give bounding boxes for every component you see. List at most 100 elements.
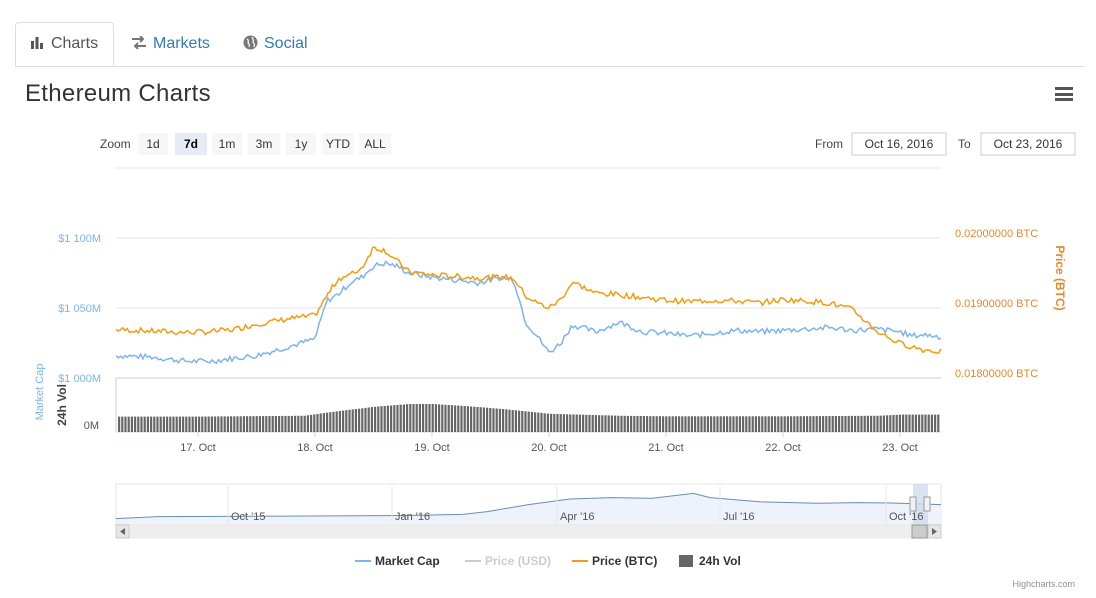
volume-bar (665, 416, 668, 432)
volume-bar (566, 414, 569, 432)
volume-bar (633, 415, 636, 432)
volume-bar (620, 415, 623, 432)
x-tick-label: 17. Oct (180, 442, 215, 454)
volume-bar (742, 416, 745, 432)
legend-item-market-cap[interactable]: Market Cap (355, 554, 440, 568)
volume-bar (930, 414, 933, 432)
volume-bar (137, 416, 140, 432)
range-button-1m[interactable]: 1m (212, 133, 242, 155)
volume-bar (178, 416, 181, 432)
volume-bar (486, 407, 489, 432)
legend-item-24h-vol[interactable]: 24h Vol (679, 554, 741, 568)
volume-bar (457, 405, 460, 432)
volume-bar (377, 406, 380, 432)
range-button-label: 1m (219, 137, 236, 151)
range-button-ytd[interactable]: YTD (322, 133, 354, 155)
volume-bar (838, 416, 841, 432)
volume-bar (412, 404, 415, 432)
range-button-1d[interactable]: 1d (138, 133, 168, 155)
volume-bar (658, 416, 661, 432)
x-tick-label: 22. Oct (765, 442, 800, 454)
volume-bar (226, 416, 229, 432)
volume-bar (591, 415, 594, 432)
volume-bar (886, 415, 889, 432)
volume-bar (850, 415, 853, 432)
legend-label: Price (BTC) (592, 554, 657, 568)
volume-bar (230, 416, 233, 432)
volume-bar (124, 416, 127, 432)
exchange-arrows-icon (131, 35, 147, 52)
tab-markets[interactable]: Markets (131, 22, 210, 66)
volume-bar (914, 414, 917, 432)
volume-bar (748, 416, 751, 432)
volume-bar (719, 416, 722, 432)
volume-bar (662, 416, 665, 432)
navigator-tick-label: Jul '16 (723, 511, 754, 523)
volume-bar (598, 415, 601, 432)
range-button-7d[interactable]: 7d (175, 133, 207, 155)
volume-bar (146, 416, 149, 432)
to-date-input[interactable]: Oct 23, 2016 (980, 132, 1076, 156)
volume-bar (194, 416, 197, 432)
navigator-selection[interactable] (913, 484, 928, 524)
volume-bar (271, 416, 274, 432)
scrollbar[interactable] (115, 524, 942, 539)
volume-bar (425, 404, 428, 432)
volume-bar (278, 416, 281, 432)
range-button-3m[interactable]: 3m (248, 133, 280, 155)
volume-bar (553, 413, 556, 432)
volume-bar (751, 416, 754, 432)
volume-bar (585, 414, 588, 432)
x-tick-label: 21. Oct (648, 442, 683, 454)
range-button-1y[interactable]: 1y (286, 133, 316, 155)
volume-bar (918, 414, 921, 432)
legend-item-price-btc[interactable]: Price (BTC) (572, 554, 657, 568)
volume-bar (556, 414, 559, 432)
volume-bar (543, 413, 546, 432)
volume-bar (399, 404, 402, 432)
credits-link[interactable]: Highcharts.com (1012, 579, 1075, 589)
volume-bar (540, 412, 543, 432)
volume-bar (140, 416, 143, 432)
scroll-thumb[interactable] (911, 524, 928, 539)
range-button-label: YTD (326, 137, 350, 151)
volume-bar (905, 414, 908, 432)
y-axis-right-title: Price (BTC) (1053, 245, 1067, 310)
legend-label: Market Cap (375, 554, 440, 568)
volume-bar (546, 413, 549, 432)
price-btc-line (115, 246, 942, 354)
volume-bar (655, 416, 658, 432)
from-date-input[interactable]: Oct 16, 2016 (851, 132, 947, 156)
tab-social[interactable]: Social (243, 22, 308, 66)
volume-bar (604, 415, 607, 432)
volume-bar (297, 415, 300, 432)
volume-bars (118, 404, 940, 432)
volume-bar (841, 416, 844, 432)
y-left-tick-label: $1 000M (58, 373, 101, 385)
volume-bar (889, 415, 892, 432)
volume-bar (674, 416, 677, 432)
volume-bar (732, 416, 735, 432)
tab-charts[interactable]: Charts (15, 22, 114, 66)
legend-item-price-usd[interactable]: Price (USD) (465, 554, 551, 568)
volume-bar (790, 416, 793, 432)
hamburger-menu-icon[interactable] (1055, 87, 1073, 101)
volume-bar (143, 416, 146, 432)
volume-bar (828, 416, 831, 432)
navigator-handle-right[interactable] (923, 496, 931, 512)
volume-bar (284, 415, 287, 432)
volume-bar (495, 408, 498, 432)
range-button-label: 1y (295, 137, 308, 151)
volume-bar (370, 407, 373, 432)
volume-bar (898, 414, 901, 432)
volume-bar (735, 416, 738, 432)
volume-bar (796, 416, 799, 432)
navigator-handle-left[interactable] (909, 496, 917, 512)
navigator[interactable]: Oct '15 Jan '16 Apr '16 Jul '16 Oct '16 (115, 483, 942, 525)
volume-bar (201, 416, 204, 432)
range-button-all[interactable]: ALL (359, 133, 391, 155)
volume-bar (351, 409, 354, 432)
volume-bar (505, 409, 508, 432)
volume-bar (402, 404, 405, 432)
volume-bar (332, 411, 335, 432)
